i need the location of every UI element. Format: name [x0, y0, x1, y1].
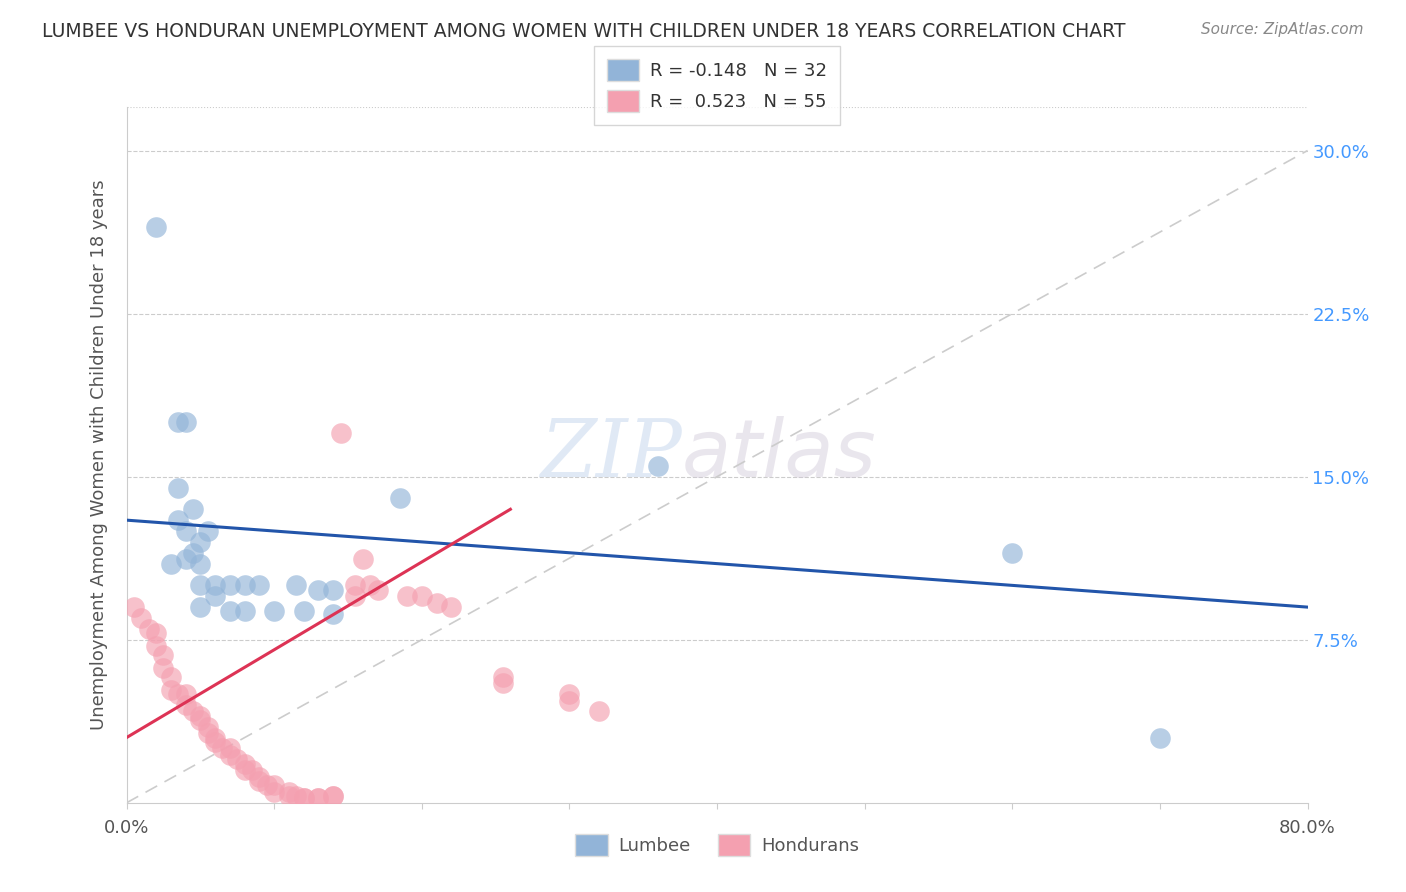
- Text: Source: ZipAtlas.com: Source: ZipAtlas.com: [1201, 22, 1364, 37]
- Point: [263, 778, 285, 793]
- Point: [219, 605, 242, 619]
- Point: [352, 552, 374, 566]
- Point: [204, 589, 226, 603]
- Point: [308, 791, 330, 805]
- Point: [204, 731, 226, 745]
- Point: [197, 524, 219, 538]
- Point: [292, 791, 315, 805]
- Point: [174, 698, 197, 712]
- Point: [160, 557, 183, 571]
- Point: [292, 605, 315, 619]
- Point: [233, 605, 256, 619]
- Point: [322, 789, 344, 804]
- Point: [285, 578, 308, 592]
- Point: [233, 578, 256, 592]
- Point: [647, 458, 669, 473]
- Point: [263, 785, 285, 799]
- Point: [492, 670, 515, 684]
- Point: [219, 578, 242, 592]
- Point: [204, 578, 226, 592]
- Y-axis label: Unemployment Among Women with Children Under 18 years: Unemployment Among Women with Children U…: [90, 179, 108, 731]
- Point: [344, 578, 367, 592]
- Point: [211, 741, 233, 756]
- Point: [197, 726, 219, 740]
- Point: [329, 426, 352, 441]
- Legend: Lumbee, Hondurans: Lumbee, Hondurans: [568, 827, 866, 863]
- Point: [308, 582, 330, 597]
- Point: [1001, 546, 1024, 560]
- Point: [152, 661, 174, 675]
- Point: [233, 756, 256, 771]
- Point: [249, 770, 271, 784]
- Point: [249, 774, 271, 789]
- Point: [219, 741, 242, 756]
- Point: [558, 693, 581, 707]
- Point: [425, 596, 447, 610]
- Text: LUMBEE VS HONDURAN UNEMPLOYMENT AMONG WOMEN WITH CHILDREN UNDER 18 YEARS CORRELA: LUMBEE VS HONDURAN UNEMPLOYMENT AMONG WO…: [42, 22, 1126, 41]
- Point: [204, 735, 226, 749]
- Point: [322, 607, 344, 621]
- Point: [167, 481, 190, 495]
- Point: [367, 582, 389, 597]
- Point: [492, 676, 515, 690]
- Point: [167, 513, 190, 527]
- Point: [188, 708, 212, 723]
- Point: [388, 491, 411, 506]
- Point: [1149, 731, 1171, 745]
- Point: [344, 589, 367, 603]
- Point: [197, 720, 219, 734]
- Point: [174, 524, 197, 538]
- Point: [322, 582, 344, 597]
- Point: [145, 219, 167, 234]
- Point: [188, 713, 212, 727]
- Point: [181, 705, 204, 719]
- Point: [285, 789, 308, 804]
- Point: [359, 578, 381, 592]
- Point: [411, 589, 433, 603]
- Point: [181, 546, 204, 560]
- Point: [145, 626, 167, 640]
- Point: [160, 670, 183, 684]
- Point: [160, 682, 183, 697]
- Point: [167, 415, 190, 429]
- Point: [152, 648, 174, 662]
- Point: [181, 502, 204, 516]
- Point: [588, 705, 610, 719]
- Point: [249, 578, 271, 592]
- Point: [396, 589, 419, 603]
- Point: [256, 778, 278, 793]
- Point: [233, 763, 256, 777]
- Point: [174, 687, 197, 701]
- Point: [219, 747, 242, 762]
- Point: [440, 600, 463, 615]
- Point: [558, 687, 581, 701]
- Text: ZIP: ZIP: [540, 417, 682, 493]
- Point: [188, 534, 212, 549]
- Point: [226, 752, 249, 766]
- Point: [167, 687, 190, 701]
- Point: [145, 639, 167, 653]
- Point: [308, 791, 330, 805]
- Point: [292, 791, 315, 805]
- Point: [129, 611, 153, 625]
- Point: [174, 415, 197, 429]
- Point: [188, 578, 212, 592]
- Point: [122, 600, 145, 615]
- Point: [322, 789, 344, 804]
- Point: [278, 789, 301, 804]
- Point: [174, 552, 197, 566]
- Point: [263, 605, 285, 619]
- Text: atlas: atlas: [682, 416, 876, 494]
- Point: [278, 785, 301, 799]
- Point: [138, 622, 160, 636]
- Point: [188, 600, 212, 615]
- Point: [240, 763, 263, 777]
- Point: [188, 557, 212, 571]
